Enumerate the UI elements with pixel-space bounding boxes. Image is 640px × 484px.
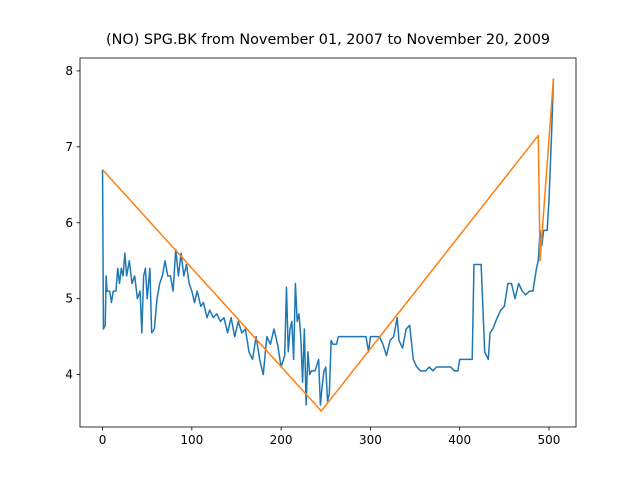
line-series: [101, 78, 555, 406]
x-tick-label: 400: [448, 433, 471, 447]
x-tick-label: 0: [99, 433, 107, 447]
chart-title: (NO) SPG.BK from November 01, 2007 to No…: [106, 32, 550, 48]
x-tick-label: 500: [538, 433, 561, 447]
y-tick-label: 5: [65, 292, 73, 306]
y-tick-label: 7: [65, 140, 73, 154]
y-tick-label: 6: [65, 216, 73, 230]
y-tick-label: 4: [65, 368, 73, 382]
x-tick-label: 200: [270, 433, 293, 447]
axes-frame: [79, 57, 577, 428]
line-series: [101, 78, 555, 412]
x-tick-label: 300: [359, 433, 382, 447]
x-tick-label: 100: [180, 433, 203, 447]
y-tick-label: 8: [65, 64, 73, 78]
